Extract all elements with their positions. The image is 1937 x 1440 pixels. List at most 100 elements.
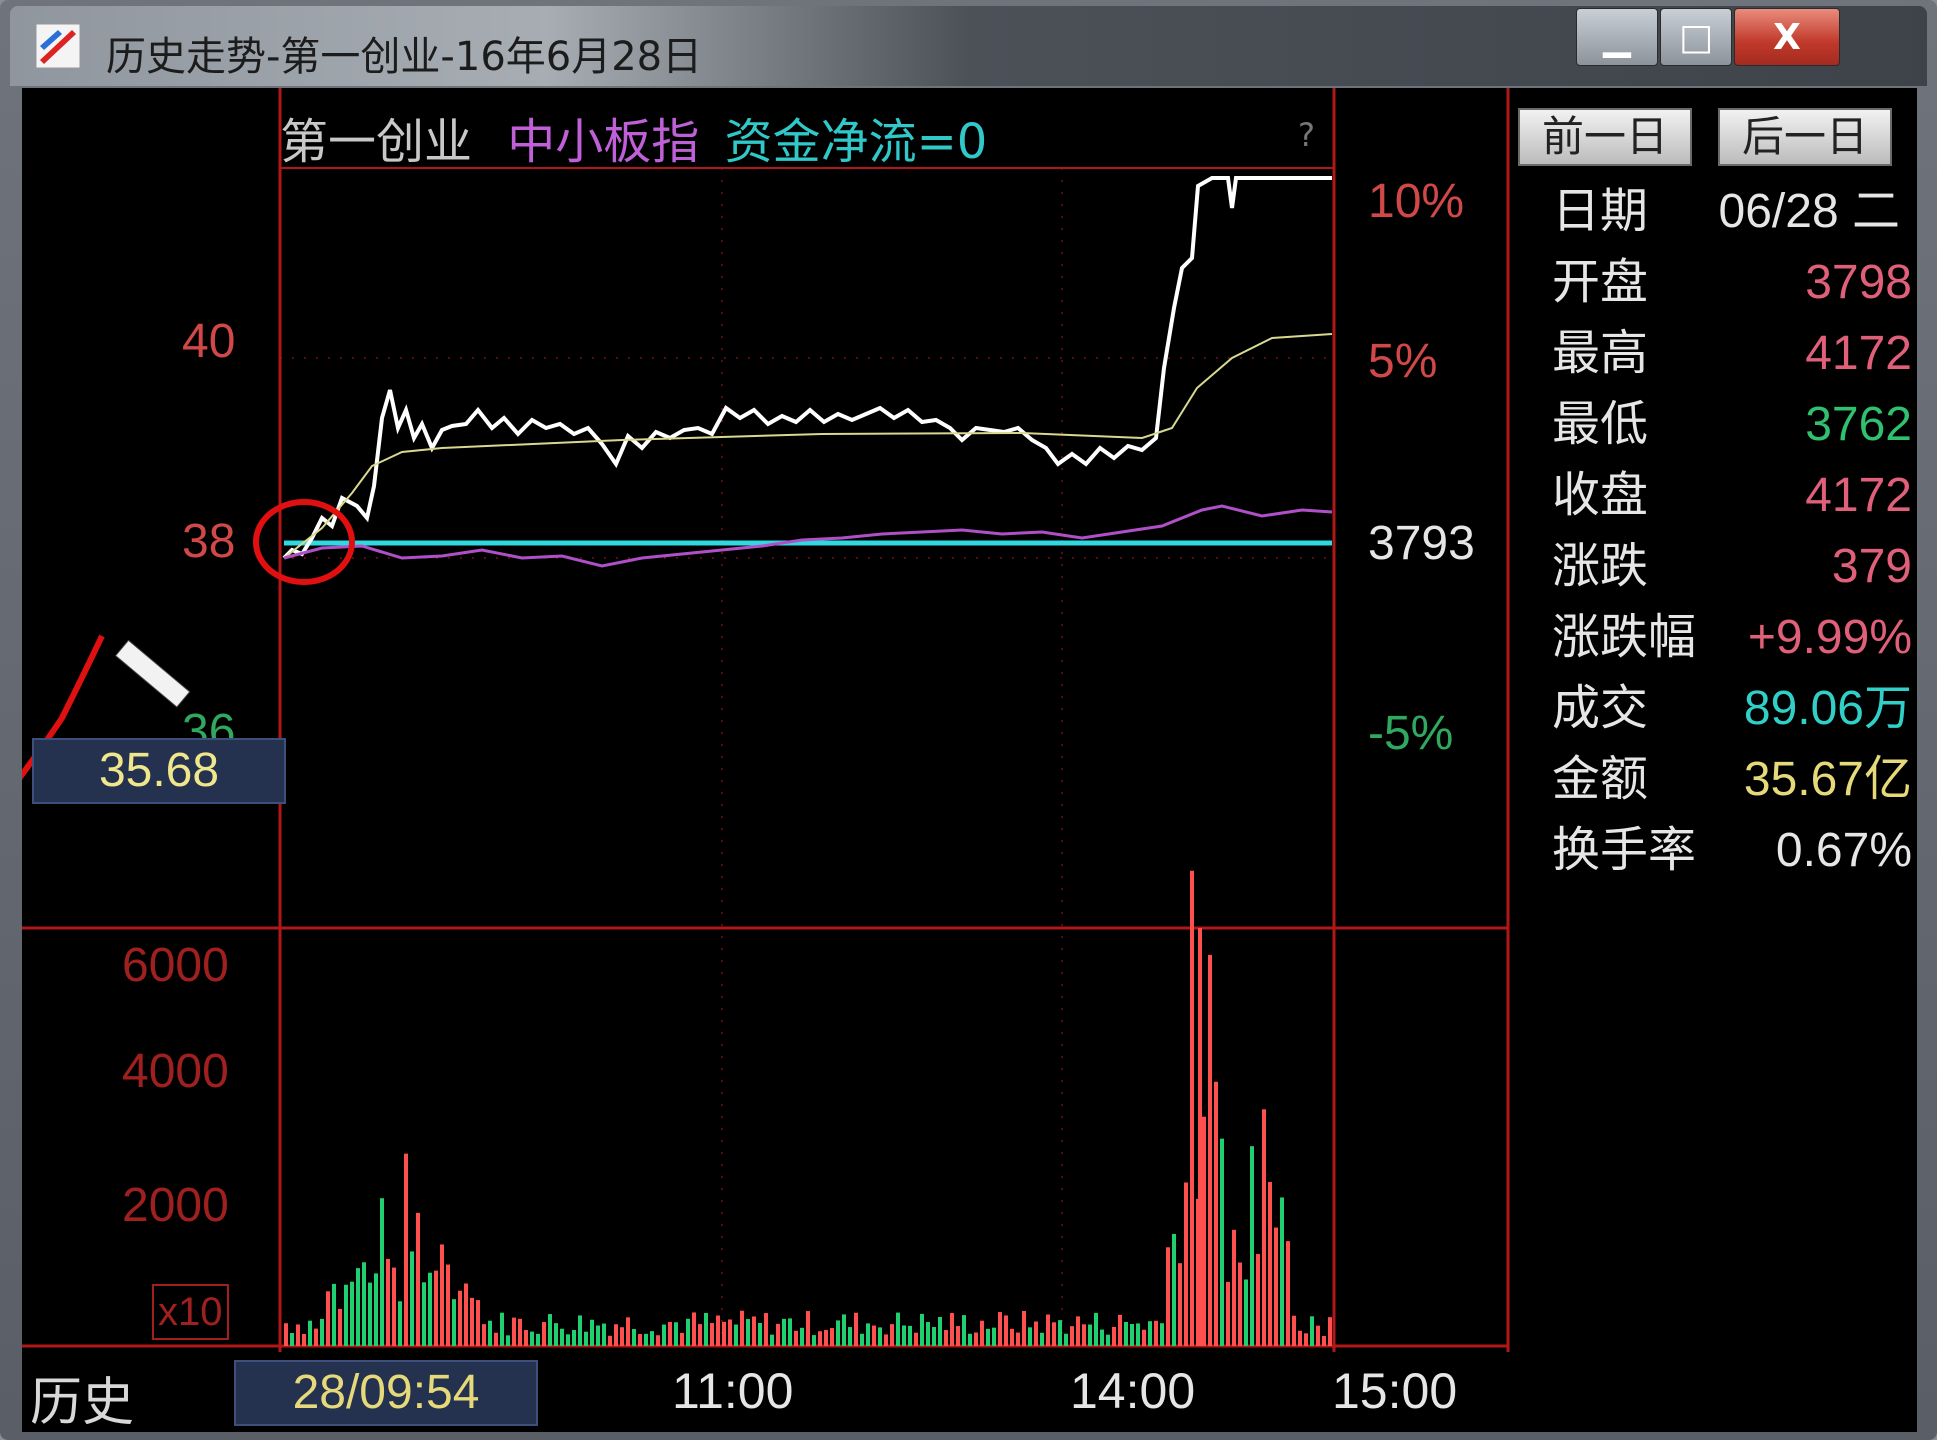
volume-bar — [380, 1198, 384, 1346]
volume-bar — [848, 1327, 852, 1346]
volume-bar — [1220, 1138, 1224, 1346]
close-button[interactable]: X — [1734, 8, 1840, 66]
info-value: 3798 — [1805, 256, 1912, 309]
volume-bar — [758, 1322, 762, 1346]
info-value: +9.99% — [1747, 611, 1912, 664]
prev-day-button[interactable]: 前一日 — [1518, 108, 1692, 166]
volume-axis-label: 6000 — [122, 939, 229, 992]
volume-bar — [332, 1283, 336, 1346]
stock-name: 第一创业 — [280, 114, 473, 170]
volume-bar — [1238, 1262, 1242, 1346]
volume-bar — [1310, 1316, 1314, 1346]
volume-unit-label: x10 — [152, 1284, 229, 1340]
volume-bar — [494, 1332, 498, 1346]
info-label: 涨跌 — [1552, 538, 1649, 594]
volume-bar — [962, 1315, 966, 1346]
volume-bar — [872, 1325, 876, 1346]
time-axis-bar: 历史 28/09:54 11:00 14:00 15:00 — [22, 1352, 1917, 1432]
volume-bar — [1124, 1321, 1128, 1346]
volume-bar — [734, 1324, 738, 1346]
volume-bar — [1004, 1315, 1008, 1346]
close-icon: X — [1773, 16, 1801, 58]
volume-bar — [1082, 1324, 1086, 1346]
volume-axis-label: 2000 — [122, 1179, 229, 1232]
volume-bar — [812, 1335, 816, 1346]
volume-bar — [902, 1325, 906, 1346]
volume-bar — [644, 1333, 648, 1346]
volume-bar — [602, 1323, 606, 1346]
title-bar[interactable]: 历史走势-第一创业-16年6月28日 ▁ □ X — [10, 6, 1927, 86]
volume-bar — [1076, 1316, 1080, 1346]
volume-bar — [710, 1323, 714, 1346]
info-value: 35.67亿 — [1743, 753, 1912, 806]
volume-bar — [1160, 1323, 1164, 1346]
volume-bar — [926, 1322, 930, 1346]
intraday-chart[interactable] — [22, 88, 1917, 1432]
volume-bar — [1256, 1254, 1260, 1346]
annotation-circle — [253, 499, 355, 585]
volume-bar — [314, 1328, 318, 1346]
price-line — [282, 176, 1332, 560]
volume-bar — [1148, 1321, 1152, 1346]
info-row: 开盘 3798 — [1552, 247, 1912, 318]
help-icon[interactable]: ? — [1298, 116, 1315, 154]
volume-bar — [620, 1327, 624, 1346]
info-label: 金额 — [1552, 751, 1649, 807]
volume-bar — [1208, 954, 1212, 1346]
volume-bar — [1040, 1332, 1044, 1346]
volume-bar — [860, 1333, 864, 1346]
volume-bar — [836, 1320, 840, 1346]
volume-bar — [578, 1315, 582, 1346]
volume-bar — [1316, 1325, 1320, 1346]
volume-bar — [1136, 1323, 1140, 1346]
info-row-date: 日期 06/28 二 — [1552, 176, 1912, 247]
volume-bar — [1046, 1314, 1050, 1346]
volume-bar — [818, 1331, 822, 1346]
maximize-button[interactable]: □ — [1660, 8, 1732, 66]
volume-bar — [560, 1328, 564, 1346]
chart-client-area[interactable]: 第一创业 中小板指 资金净流=0 ? 40 38 36 10% 5% 3793 … — [22, 88, 1917, 1432]
volume-bar — [626, 1317, 630, 1346]
volume-bar — [356, 1268, 360, 1346]
index-line — [283, 504, 1333, 568]
next-day-button[interactable]: 后一日 — [1718, 108, 1892, 166]
volume-bar — [1064, 1333, 1068, 1346]
volume-bar — [1058, 1320, 1062, 1346]
history-label[interactable]: 历史 — [30, 1373, 135, 1432]
volume-bar — [680, 1332, 684, 1346]
volume-bar — [650, 1331, 654, 1346]
info-row: 最高 4172 — [1552, 318, 1912, 389]
volume-bar — [1274, 1227, 1278, 1346]
volume-bar — [296, 1324, 300, 1346]
volume-bar — [920, 1313, 924, 1346]
volume-bar — [998, 1312, 1002, 1346]
volume-bar — [404, 1153, 408, 1346]
volume-bar — [1094, 1312, 1098, 1346]
average-price-line — [283, 333, 1333, 559]
volume-bar — [428, 1272, 432, 1346]
volume-bar — [536, 1333, 540, 1346]
pct-axis-label: -5% — [1368, 707, 1454, 760]
volume-bar — [944, 1330, 948, 1346]
annotation-stroke — [22, 634, 105, 780]
volume-bar — [590, 1319, 594, 1346]
window-title: 历史走势-第一创业-16年6月28日 — [106, 34, 703, 80]
volume-bar — [584, 1331, 588, 1346]
volume-bar — [422, 1282, 426, 1346]
pct-axis-label: 10% — [1368, 175, 1465, 228]
volume-bar — [1280, 1197, 1284, 1346]
time-axis-label: 14:00 — [1070, 1363, 1196, 1419]
volume-bar — [1298, 1330, 1302, 1346]
volume-bar — [350, 1281, 354, 1346]
volume-bar — [392, 1267, 396, 1346]
info-label: 日期 — [1552, 183, 1649, 239]
volume-bar — [344, 1284, 348, 1346]
volume-bar — [1184, 1182, 1188, 1346]
minimize-icon: ▁ — [1603, 16, 1631, 58]
prev-close-label: 3793 — [1368, 517, 1475, 570]
info-row: 成交 89.06万 — [1552, 673, 1912, 744]
minimize-button[interactable]: ▁ — [1576, 8, 1658, 66]
volume-bar — [1106, 1334, 1110, 1346]
volume-bar — [830, 1328, 834, 1346]
volume-bar — [674, 1322, 678, 1346]
